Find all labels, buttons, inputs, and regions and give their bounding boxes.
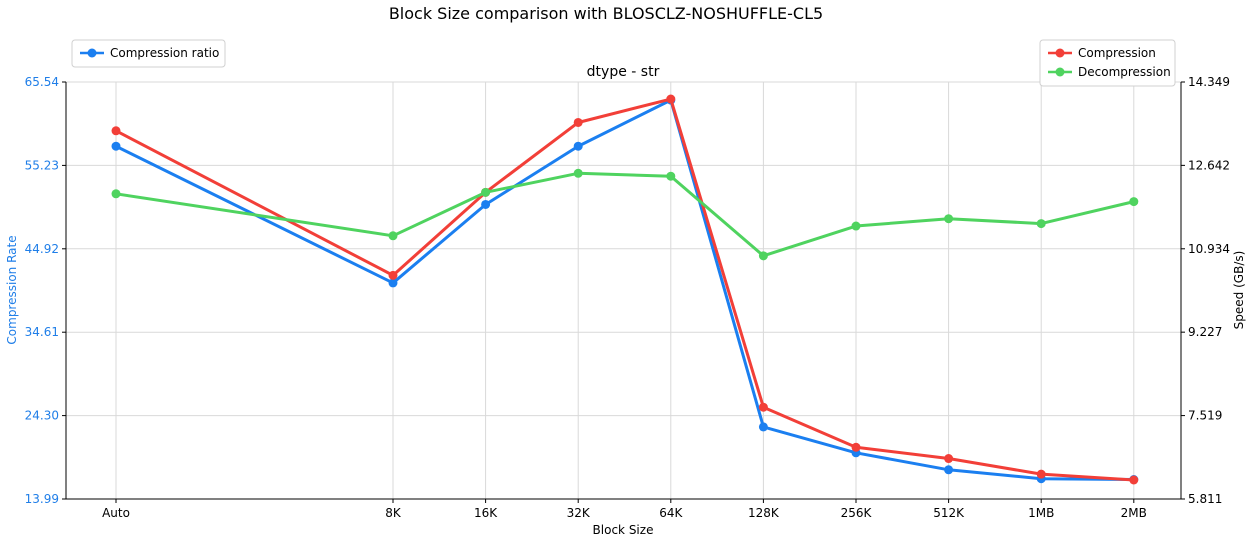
right-tick-label: 14.349 <box>1188 75 1230 89</box>
left-tick-label: 65.54 <box>25 75 59 89</box>
right-tick-label: 12.642 <box>1188 158 1230 172</box>
data-point <box>1036 469 1046 479</box>
x-tick-label: Auto <box>102 506 130 520</box>
data-point <box>666 171 676 181</box>
data-point <box>758 251 768 261</box>
axes: 13.99 24.30 34.61 44.92 55.23 65.54 5.811 7.519… <box>25 75 1230 520</box>
legend-swatch-marker <box>1055 67 1065 77</box>
legend-label: Compression ratio <box>110 46 219 60</box>
series-decompression <box>111 168 1139 261</box>
data-point <box>481 187 491 197</box>
x-axis-title: Block Size <box>593 523 654 537</box>
data-point <box>388 231 398 241</box>
series-line <box>115 171 1135 258</box>
legend-right: Compression Decompression <box>1039 39 1176 87</box>
data-point <box>388 270 398 280</box>
x-tick-label: 32K <box>567 506 591 520</box>
chart-title: Block Size comparison with BLOSCLZ-NOSHU… <box>389 4 823 23</box>
legend-swatch-marker <box>1055 48 1065 58</box>
x-tick-label: 8K <box>385 506 402 520</box>
data-point <box>1129 197 1139 207</box>
data-point <box>573 117 583 127</box>
data-point <box>111 126 121 136</box>
series-compression-ratio <box>111 95 1139 485</box>
series-compression <box>111 94 1139 485</box>
left-tick-label: 44.92 <box>25 242 59 256</box>
data-point <box>851 221 861 231</box>
data-point <box>758 422 768 432</box>
x-tick-label: 16K <box>474 506 498 520</box>
legend-left: Compression ratio <box>71 39 226 68</box>
x-tick-label: 64K <box>659 506 683 520</box>
grid <box>66 81 1181 500</box>
left-tick-label: 13.99 <box>25 492 59 506</box>
legend-label: Decompression <box>1078 65 1171 79</box>
chart-subtitle: dtype - str <box>587 64 660 80</box>
legend-swatch-marker <box>87 48 97 58</box>
legend-label: Compression <box>1078 46 1156 60</box>
right-axis-title: Speed (GB/s) <box>1232 251 1246 330</box>
left-axis-title: Compression Rate <box>5 235 19 344</box>
data-point <box>573 141 583 151</box>
right-tick-label: 5.811 <box>1188 492 1222 506</box>
data-point <box>944 454 954 464</box>
data-point <box>1129 475 1139 485</box>
series-line <box>115 98 1134 482</box>
data-point <box>758 402 768 412</box>
legend-frame <box>1039 39 1176 87</box>
data-point <box>388 278 398 288</box>
right-tick-label: 10.934 <box>1188 242 1230 256</box>
data-point <box>111 189 121 199</box>
left-tick-label: 55.23 <box>25 158 59 172</box>
x-tick-label: 512K <box>933 506 965 520</box>
data-point <box>944 214 954 224</box>
x-tick-label: 2MB <box>1121 506 1147 520</box>
x-tick-label: 1MB <box>1028 506 1054 520</box>
data-point <box>851 442 861 452</box>
data-point <box>1036 219 1046 229</box>
data-point <box>944 465 954 475</box>
legend-frame <box>71 39 226 68</box>
x-tick-label: 128K <box>748 506 780 520</box>
data-point <box>666 94 676 104</box>
data-point <box>573 168 583 178</box>
series-line <box>115 97 1134 482</box>
right-tick-label: 7.519 <box>1188 409 1222 423</box>
x-tick-label: 256K <box>841 506 873 520</box>
data-point <box>111 141 121 151</box>
series-layer <box>111 94 1139 485</box>
right-tick-label: 9.227 <box>1188 325 1222 339</box>
left-tick-label: 24.30 <box>25 409 59 423</box>
left-tick-label: 34.61 <box>25 325 59 339</box>
data-point <box>481 199 491 209</box>
